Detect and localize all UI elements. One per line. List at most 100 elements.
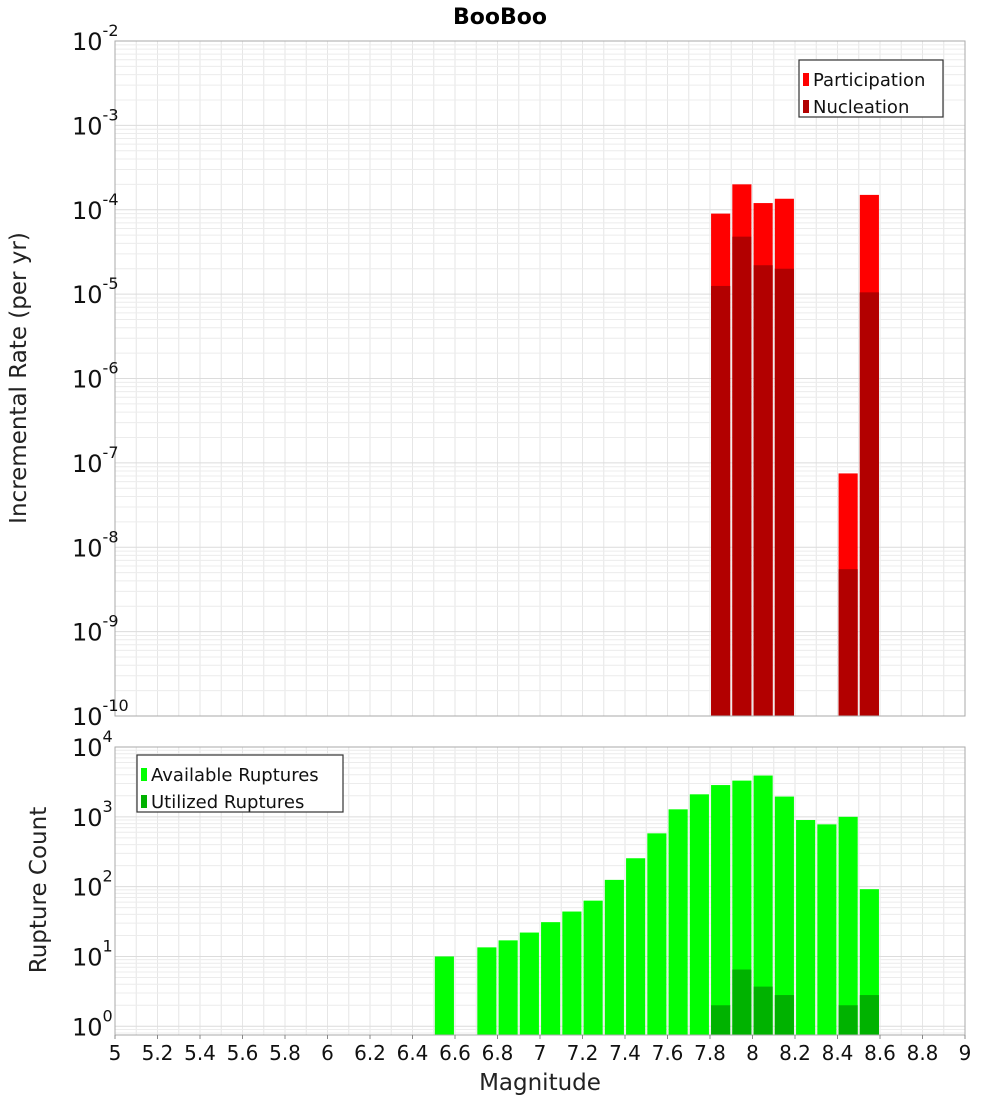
y-tick-label: 102 <box>72 867 113 902</box>
legend-label: Nucleation <box>813 97 909 118</box>
bar <box>774 995 794 1035</box>
x-tick-label: 8 <box>746 1041 759 1065</box>
bar <box>498 940 518 1035</box>
legend-label: Utilized Ruptures <box>151 792 304 813</box>
bar <box>859 292 879 716</box>
plot-frame <box>114 40 966 717</box>
series-available-ruptures <box>434 775 879 1035</box>
incremental-rate-plot: 10-10 10-9 10-8 10-7 10-6 10-5 10-4 10-3 10-2 Par… <box>72 21 966 731</box>
x-tick-label: 5.2 <box>142 1041 174 1065</box>
y-tick-exponent: -5 <box>103 274 119 293</box>
bar <box>859 995 879 1035</box>
y-tick-exponent: 3 <box>103 797 113 816</box>
y-tick-exponent: -3 <box>103 105 119 124</box>
bar <box>477 947 497 1035</box>
y-tick-exponent: -9 <box>103 612 119 631</box>
x-tick-label: 6.6 <box>439 1041 471 1065</box>
bar <box>711 1005 731 1035</box>
y-tick-exponent: 2 <box>103 867 113 886</box>
y-tick-exponent: -8 <box>103 527 119 546</box>
chart-title: BooBoo <box>453 5 547 30</box>
y-tick-label: 10-8 <box>72 527 119 562</box>
x-tick-label: 6 <box>321 1041 334 1065</box>
legend-label: Available Ruptures <box>151 765 319 786</box>
bar <box>434 956 454 1035</box>
legend-swatch <box>141 768 147 781</box>
bottom-y-axis-label: Rupture Count <box>26 807 52 973</box>
x-tick-label: 7 <box>534 1041 547 1065</box>
y-tick-label: 10-10 <box>72 696 129 731</box>
y-tick-exponent: -6 <box>103 359 119 378</box>
legend-swatch <box>803 100 809 113</box>
bar <box>583 900 603 1035</box>
legend-box <box>798 59 944 118</box>
x-tick-label: 8.2 <box>779 1041 811 1065</box>
y-tick-label: 10-6 <box>72 359 119 394</box>
x-tick-label: 7.4 <box>609 1041 641 1065</box>
y-tick-label: 10-9 <box>72 612 119 647</box>
grid <box>114 40 966 717</box>
bar <box>647 833 667 1035</box>
bar <box>689 794 709 1035</box>
y-tick-exponent: -2 <box>103 21 119 40</box>
bar <box>562 911 582 1035</box>
x-tick-label: 5.8 <box>269 1041 301 1065</box>
x-tick-label: 8.4 <box>822 1041 854 1065</box>
y-tick-exponent: 4 <box>103 727 113 746</box>
y-tick-exponent: -10 <box>103 696 129 715</box>
y-tick-exponent: 1 <box>103 936 113 955</box>
bar <box>838 1005 858 1035</box>
bar <box>711 785 731 1035</box>
bar <box>753 265 773 716</box>
series-utilized-ruptures <box>711 969 879 1035</box>
bar <box>732 969 752 1035</box>
y-tick-label: 10-7 <box>72 443 119 478</box>
grid <box>114 746 966 1035</box>
legend-box <box>136 754 344 813</box>
legend-swatch <box>803 73 809 86</box>
bar <box>838 816 858 1035</box>
x-tick-label: 6.8 <box>482 1041 514 1065</box>
y-tick-label: 10-5 <box>72 274 119 309</box>
x-tick-label: 6.2 <box>354 1041 386 1065</box>
bar <box>753 775 773 1035</box>
legend-label: Participation <box>813 70 925 91</box>
bar <box>668 809 688 1035</box>
legend: Available Ruptures Utilized Ruptures <box>136 754 344 813</box>
y-tick-exponent: 0 <box>103 1006 113 1025</box>
bar <box>541 922 561 1035</box>
x-tick-label: 9 <box>959 1041 972 1065</box>
bar <box>626 858 646 1035</box>
legend-swatch <box>141 795 147 808</box>
bar <box>732 236 752 716</box>
legend: Participation Nucleation <box>798 59 944 118</box>
y-tick-label: 101 <box>72 936 113 971</box>
bar <box>796 820 816 1035</box>
bar <box>753 986 773 1035</box>
y-tick-exponent: -4 <box>103 190 119 209</box>
bar <box>711 285 731 716</box>
x-tick-label: 5 <box>109 1041 122 1065</box>
y-tick-label: 10-4 <box>72 190 119 225</box>
x-tick-label: 7.2 <box>567 1041 599 1065</box>
x-axis-label: Magnitude <box>479 1070 601 1096</box>
x-tick-labels: 5 5.2 5.4 5.6 5.8 6 6.2 6.4 6.6 6.8 7 7.2 7.4 7.6 7.8 8… <box>109 1035 972 1065</box>
x-tick-label: 5.6 <box>227 1041 259 1065</box>
x-tick-label: 7.6 <box>652 1041 684 1065</box>
y-tick-label: 10-3 <box>72 105 119 140</box>
y-tick-label: 10-2 <box>72 21 119 56</box>
x-tick-label: 8.6 <box>864 1041 896 1065</box>
x-tick-label: 5.4 <box>184 1041 216 1065</box>
bar <box>817 824 837 1035</box>
y-tick-label: 103 <box>72 797 113 832</box>
x-tick-label: 7.8 <box>694 1041 726 1065</box>
x-tick-label: 6.4 <box>397 1041 429 1065</box>
top-y-axis-label: Incremental Rate (per yr) <box>6 232 32 524</box>
x-tick-label: 8.8 <box>907 1041 939 1065</box>
bar <box>604 879 624 1035</box>
y-tick-exponent: -7 <box>103 443 119 462</box>
y-tick-label: 104 <box>72 727 113 762</box>
